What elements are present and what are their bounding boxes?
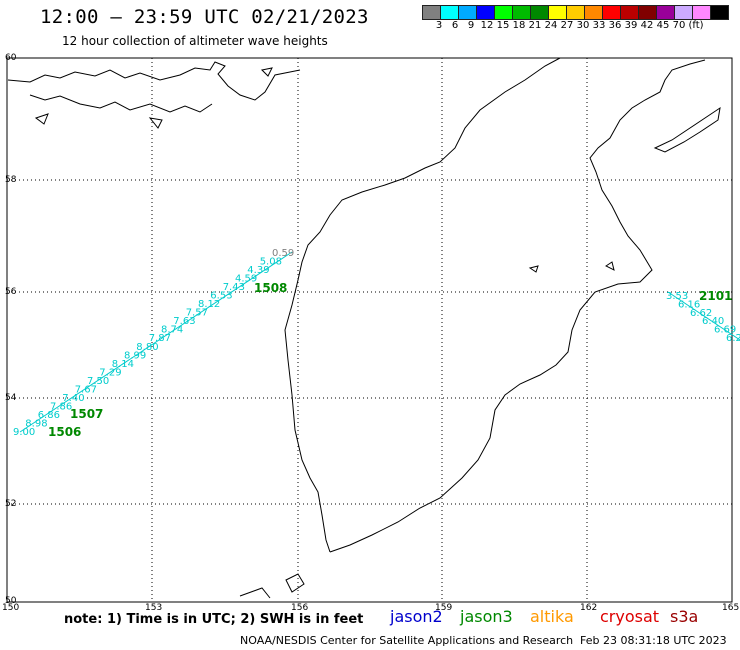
lat-label: 60: [5, 53, 17, 63]
wave-height-label: 7.40: [62, 393, 84, 404]
satellite-track-west: [19, 251, 293, 433]
legend-tick: 70: [672, 20, 686, 31]
wave-height-label: 6.62: [690, 308, 712, 319]
legend-unit: (ft): [688, 20, 704, 31]
wave-height-label: 7.86: [50, 401, 72, 412]
wave-height-label: 3.53: [666, 291, 688, 302]
west-track-labels: 9.008.986.867.867.407.677.507.298.148.99…: [13, 248, 294, 438]
wave-height-label: 4.39: [247, 265, 269, 276]
pass-id-label: 1508: [254, 281, 287, 295]
legend-tick: 3: [435, 20, 443, 31]
page-subtitle: 12 hour collection of altimeter wave hei…: [62, 34, 328, 48]
legend-tick: 6: [451, 20, 459, 31]
map-grid: [7, 58, 732, 602]
satellite-track-east: [667, 291, 740, 341]
legend-tick: 27: [560, 20, 574, 31]
lon-label: 162: [580, 603, 598, 613]
wave-height-label: 8.80: [136, 342, 158, 353]
legend-tick: 36: [608, 20, 622, 31]
legend-tick: 9: [467, 20, 475, 31]
legend-jason2: jason2: [390, 607, 443, 626]
wave-height-label: 8.98: [25, 419, 47, 430]
wave-height-label: 5.08: [260, 257, 282, 268]
legend-tick: 42: [640, 20, 654, 31]
pass-id-labels: 1506 1507 1508 2101: [48, 281, 732, 439]
legend-cryosat: cryosat: [600, 607, 660, 626]
legend-ticks: 3 6 9 12 15 18 21 24 27 30 33 36 39 42 45 70 (ft): [431, 20, 728, 31]
wave-height-label: 8.12: [198, 299, 220, 310]
lon-label: 156: [291, 603, 309, 613]
legend-tick: 45: [656, 20, 670, 31]
wave-height-label: 9.00: [13, 427, 35, 438]
wave-height-label: 7.57: [186, 308, 208, 319]
wave-height-label: 6.86: [38, 410, 60, 421]
legend-tick: 24: [544, 20, 558, 31]
wave-height-label: 7.67: [75, 384, 97, 395]
footer-generated-time: Feb 23 08:31:18 UTC 2023: [580, 634, 727, 647]
pass-id-label: 2101: [699, 289, 732, 303]
footer-note: note: 1) Time is in UTC; 2) SWH is in fe…: [64, 612, 364, 627]
wave-height-label: 8.74: [161, 325, 183, 336]
pass-id-label: 1506: [48, 425, 81, 439]
lat-label: 54: [5, 393, 17, 403]
legend-tick: 21: [528, 20, 542, 31]
page-title: 12:00 — 23:59 UTC 02/21/2023: [40, 6, 369, 28]
footer-credit: NOAA/NESDIS Center for Satellite Applica…: [240, 634, 574, 647]
legend-tick: 33: [592, 20, 606, 31]
legend-swatch: [710, 5, 729, 20]
wave-height-label: 8.14: [112, 359, 134, 370]
lat-label: 52: [5, 499, 17, 509]
wave-height-label: 7.29: [99, 367, 121, 378]
legend-s3a: s3a: [670, 607, 699, 626]
wave-height-label: 6.53: [210, 291, 232, 302]
lon-label: 159: [435, 603, 453, 613]
wave-height-label: 8.99: [124, 350, 146, 361]
lon-label: 153: [145, 603, 163, 613]
legend-tick: 12: [480, 20, 494, 31]
legend-tick: 15: [496, 20, 510, 31]
wave-height-label: 7.50: [87, 376, 109, 387]
lat-label: 58: [5, 175, 17, 185]
legend-tick: 30: [576, 20, 590, 31]
wave-height-label: 6.2: [726, 333, 740, 344]
wave-height-label: 6.40: [702, 316, 724, 327]
wave-height-label: 6.16: [678, 299, 700, 310]
coastline: [7, 57, 721, 599]
wave-height-label: 7.63: [173, 316, 195, 327]
east-track-labels: 3.536.166.626.406.696.2: [666, 291, 740, 344]
wave-height-label: 4.59: [235, 274, 257, 285]
legend-jason3: jason3: [460, 607, 513, 626]
wave-height-label: 7.87: [149, 333, 171, 344]
wave-height-label: 6.69: [714, 325, 736, 336]
lat-label: 56: [5, 287, 17, 297]
color-scale-legend: 3 6 9 12 15 18 21 24 27 30 33 36 39 42 45 70 (ft): [422, 5, 729, 31]
lon-label: 150: [2, 603, 20, 613]
legend-altika: altika: [530, 607, 574, 626]
lat-label: 50: [5, 596, 17, 606]
map-frame: [6, 57, 733, 603]
wave-height-label: 0.59: [272, 248, 294, 259]
pass-id-label: 1507: [70, 407, 103, 421]
wave-height-label: 7.43: [223, 282, 245, 293]
legend-tick: 18: [512, 20, 526, 31]
lon-label: 165: [722, 603, 740, 613]
legend-tick: 39: [624, 20, 638, 31]
legend-swatches: [422, 5, 729, 20]
